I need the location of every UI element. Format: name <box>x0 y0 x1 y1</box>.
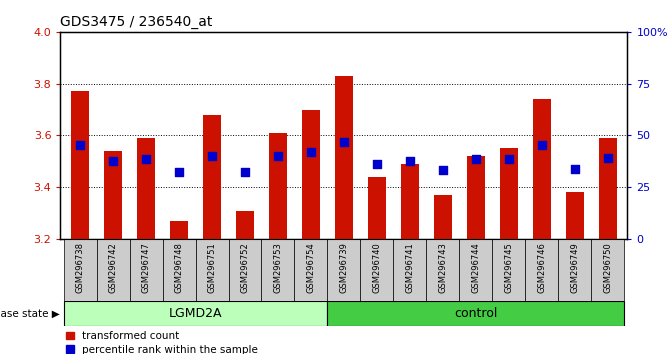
Point <box>372 161 382 167</box>
Bar <box>64 301 327 326</box>
Bar <box>195 239 229 301</box>
Bar <box>426 239 459 301</box>
Bar <box>236 211 254 239</box>
Point <box>174 169 185 175</box>
Text: GSM296752: GSM296752 <box>240 242 250 293</box>
Text: GSM296754: GSM296754 <box>307 242 315 293</box>
Text: GSM296750: GSM296750 <box>603 242 612 293</box>
Bar <box>368 177 386 239</box>
Bar <box>533 99 551 239</box>
Bar <box>97 239 130 301</box>
Bar <box>599 138 617 239</box>
Bar <box>262 239 295 301</box>
Point <box>437 168 448 173</box>
Point <box>603 155 613 160</box>
Bar <box>302 110 320 239</box>
Text: GSM296753: GSM296753 <box>274 242 282 293</box>
Bar <box>327 239 360 301</box>
Text: LGMD2A: LGMD2A <box>169 307 222 320</box>
Bar <box>500 148 518 239</box>
Point <box>108 159 119 164</box>
Point <box>405 159 415 164</box>
Bar <box>203 115 221 239</box>
Bar <box>493 239 525 301</box>
Bar <box>64 239 97 301</box>
Bar <box>591 239 624 301</box>
Bar <box>137 138 155 239</box>
Point <box>470 156 481 162</box>
Text: GSM296740: GSM296740 <box>372 242 381 293</box>
Point <box>503 156 514 162</box>
Text: disease state ▶: disease state ▶ <box>0 309 60 319</box>
Point <box>569 166 580 172</box>
Text: GSM296746: GSM296746 <box>537 242 546 293</box>
Bar <box>467 156 485 239</box>
Point <box>141 156 152 162</box>
Point <box>74 142 85 147</box>
Bar <box>71 91 89 239</box>
Bar <box>335 76 353 239</box>
Text: GSM296749: GSM296749 <box>570 242 579 293</box>
Bar <box>170 221 188 239</box>
Point <box>272 153 283 159</box>
Text: GSM296738: GSM296738 <box>76 242 85 293</box>
Bar <box>558 239 591 301</box>
Bar <box>130 239 162 301</box>
Text: GSM296745: GSM296745 <box>504 242 513 293</box>
Bar <box>269 133 287 239</box>
Bar <box>525 239 558 301</box>
Legend: transformed count, percentile rank within the sample: transformed count, percentile rank withi… <box>66 331 258 354</box>
Bar <box>401 164 419 239</box>
Text: GSM296739: GSM296739 <box>340 242 348 293</box>
Bar <box>459 239 493 301</box>
Bar <box>566 193 584 239</box>
Bar <box>393 239 426 301</box>
Point <box>536 142 547 147</box>
Text: GDS3475 / 236540_at: GDS3475 / 236540_at <box>60 16 213 29</box>
Bar <box>104 151 122 239</box>
Text: control: control <box>454 307 497 320</box>
Bar <box>360 239 393 301</box>
Text: GSM296751: GSM296751 <box>207 242 217 293</box>
Point <box>207 153 217 159</box>
Text: GSM296741: GSM296741 <box>405 242 414 293</box>
Bar <box>229 239 262 301</box>
Point <box>240 169 250 175</box>
Bar <box>433 195 452 239</box>
Text: GSM296742: GSM296742 <box>109 242 117 293</box>
Text: GSM296743: GSM296743 <box>438 242 448 293</box>
Point <box>338 139 349 145</box>
Bar <box>295 239 327 301</box>
Text: GSM296747: GSM296747 <box>142 242 150 293</box>
Point <box>305 149 316 155</box>
Text: GSM296748: GSM296748 <box>174 242 184 293</box>
Text: GSM296744: GSM296744 <box>471 242 480 293</box>
Bar <box>327 301 624 326</box>
Bar <box>162 239 195 301</box>
